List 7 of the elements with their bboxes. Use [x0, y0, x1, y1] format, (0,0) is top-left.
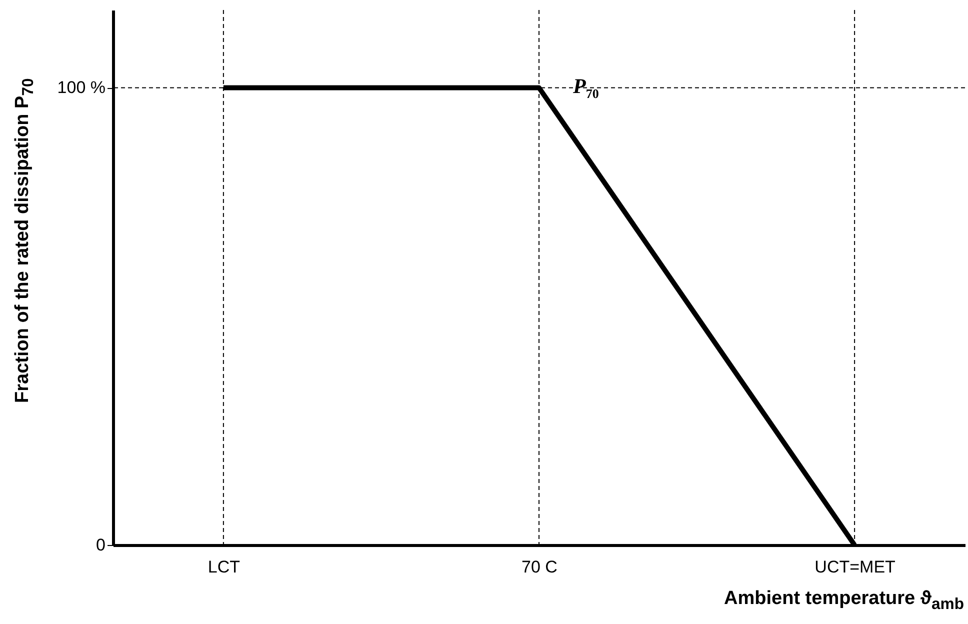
x-tick-label: UCT=MET: [814, 558, 896, 576]
y-tick-label: 100 %: [57, 78, 106, 98]
x-tick-label: 70 C: [522, 558, 558, 576]
y-tick-label: 0: [96, 536, 106, 554]
x-axis-title: Ambient temperature ϑ$_{amb}$: [724, 588, 964, 614]
x-tick-label: LCT: [208, 558, 240, 576]
annotation: P$_{70}$: [573, 74, 599, 102]
